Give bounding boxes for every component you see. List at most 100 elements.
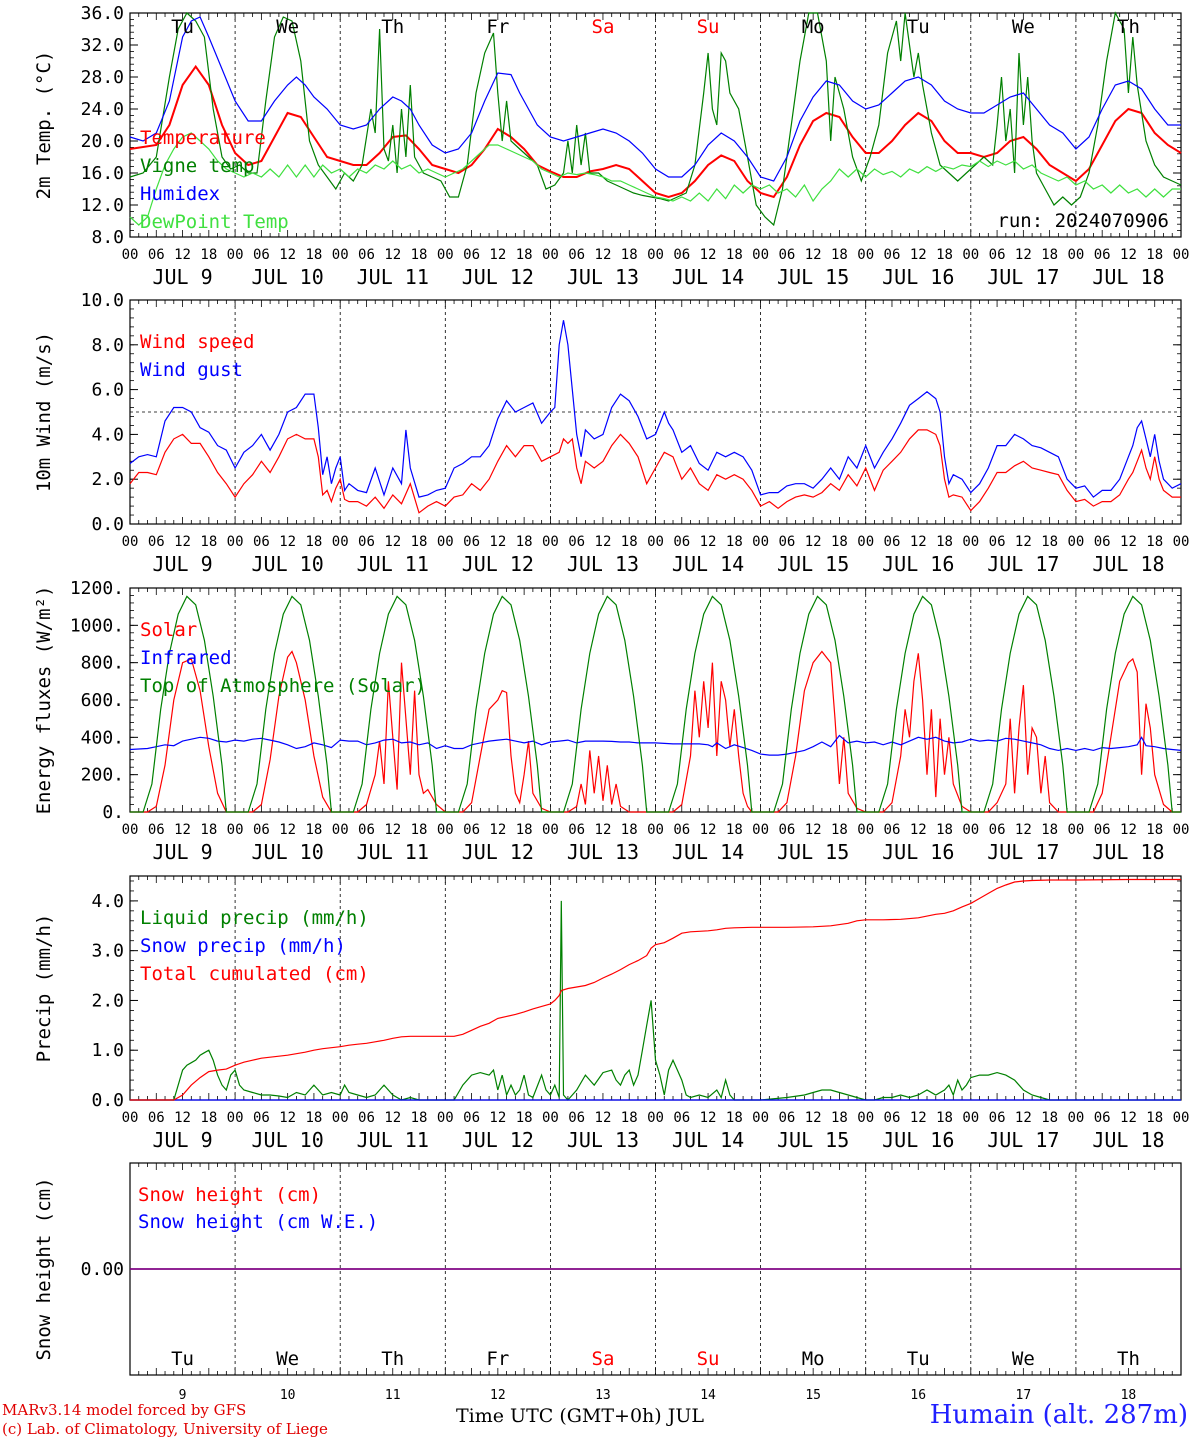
date-label: JUL 11 bbox=[357, 265, 429, 289]
hour-tick-label: 18 bbox=[200, 822, 217, 838]
hour-tick-label: 18 bbox=[936, 534, 953, 550]
hour-tick-label: 06 bbox=[884, 1110, 901, 1126]
day-number-label: 11 bbox=[385, 1388, 401, 1403]
hour-tick-label: 18 bbox=[516, 534, 533, 550]
date-label: JUL 16 bbox=[882, 552, 954, 576]
hour-tick-label: 12 bbox=[174, 534, 191, 550]
hour-tick-label: 12 bbox=[489, 822, 506, 838]
date-label: JUL 17 bbox=[987, 552, 1059, 576]
y-tick-label: 36.0 bbox=[81, 3, 124, 24]
date-label: JUL 10 bbox=[252, 840, 324, 864]
hour-tick-label: 18 bbox=[936, 1110, 953, 1126]
hour-tick-label: 00 bbox=[227, 822, 244, 838]
hour-tick-label: 18 bbox=[305, 1110, 322, 1126]
hour-tick-label: 18 bbox=[621, 534, 638, 550]
hour-tick-label: 18 bbox=[726, 822, 743, 838]
legend-entry: Temperature bbox=[140, 127, 266, 149]
hour-tick-label: 00 bbox=[122, 1110, 139, 1126]
day-number-label: 13 bbox=[595, 1388, 611, 1403]
day-number-label: 12 bbox=[490, 1388, 506, 1403]
date-label: JUL 15 bbox=[777, 265, 849, 289]
hour-tick-label: 06 bbox=[463, 1110, 480, 1126]
hour-tick-label: 06 bbox=[148, 247, 165, 263]
date-label: JUL 16 bbox=[882, 265, 954, 289]
hour-tick-label: 00 bbox=[962, 534, 979, 550]
date-label: JUL 18 bbox=[1092, 265, 1164, 289]
legend-entry: Liquid precip (mm/h) bbox=[140, 907, 369, 929]
hour-tick-label: 00 bbox=[1067, 1110, 1084, 1126]
hour-tick-label: 00 bbox=[752, 822, 769, 838]
legend-entry: Total cumulated (cm) bbox=[140, 963, 369, 985]
day-number-label: 14 bbox=[700, 1388, 716, 1403]
hour-tick-label: 06 bbox=[884, 534, 901, 550]
hour-tick-label: 12 bbox=[489, 247, 506, 263]
hour-tick-label: 12 bbox=[700, 822, 717, 838]
y-tick-label: 8.0 bbox=[91, 335, 124, 356]
hour-tick-label: 12 bbox=[595, 1110, 612, 1126]
hour-tick-label: 06 bbox=[148, 534, 165, 550]
flux-series-top-of-atmosphere-solar bbox=[130, 595, 1181, 813]
hour-tick-label: 12 bbox=[910, 534, 927, 550]
date-label: JUL 9 bbox=[152, 552, 212, 576]
y-tick-label: 32.0 bbox=[81, 35, 124, 56]
date-label: JUL 16 bbox=[882, 840, 954, 864]
precip-series-liquid-precip-mm-h bbox=[130, 900, 1181, 1101]
weekday-label: Tu bbox=[907, 16, 930, 38]
date-label: JUL 11 bbox=[357, 840, 429, 864]
y-tick-label: 20.0 bbox=[81, 131, 124, 152]
hour-tick-label: 18 bbox=[726, 1110, 743, 1126]
day-number-label: 16 bbox=[910, 1388, 926, 1403]
y-axis-label: 2m Temp. (°C) bbox=[33, 51, 55, 200]
hour-tick-label: 06 bbox=[148, 822, 165, 838]
date-label: JUL 14 bbox=[672, 840, 744, 864]
hour-tick-label: 00 bbox=[542, 1110, 559, 1126]
hour-tick-label: 00 bbox=[122, 247, 139, 263]
hour-tick-label: 00 bbox=[1067, 822, 1084, 838]
hour-tick-label: 00 bbox=[542, 822, 559, 838]
y-tick-label: 6.0 bbox=[91, 380, 124, 401]
hour-tick-label: 00 bbox=[962, 1110, 979, 1126]
date-label: JUL 14 bbox=[672, 552, 744, 576]
hour-tick-label: 00 bbox=[437, 822, 454, 838]
date-label: JUL 10 bbox=[252, 1128, 324, 1152]
hour-tick-label: 06 bbox=[568, 247, 585, 263]
hour-tick-label: 00 bbox=[1173, 1110, 1190, 1126]
hour-tick-label: 00 bbox=[122, 534, 139, 550]
date-label: JUL 12 bbox=[462, 552, 534, 576]
y-tick-label: 1000. bbox=[70, 615, 124, 636]
hour-tick-label: 12 bbox=[384, 534, 401, 550]
hour-tick-label: 18 bbox=[831, 822, 848, 838]
hour-tick-label: 12 bbox=[595, 247, 612, 263]
hour-tick-label: 00 bbox=[332, 534, 349, 550]
hour-tick-label: 12 bbox=[910, 822, 927, 838]
hour-tick-label: 00 bbox=[1173, 247, 1190, 263]
hour-tick-label: 06 bbox=[673, 1110, 690, 1126]
hour-tick-label: 18 bbox=[831, 247, 848, 263]
y-axis-label: Snow height (cm) bbox=[33, 1177, 55, 1360]
weekday-label: We bbox=[276, 16, 299, 38]
hour-tick-label: 18 bbox=[516, 247, 533, 263]
hour-tick-label: 00 bbox=[1173, 534, 1190, 550]
hour-tick-label: 12 bbox=[1015, 822, 1032, 838]
hour-tick-label: 00 bbox=[1067, 534, 1084, 550]
hour-tick-label: 06 bbox=[568, 534, 585, 550]
legend-entry: Snow height (cm) bbox=[138, 1184, 321, 1206]
hour-tick-label: 18 bbox=[411, 822, 428, 838]
date-label: JUL 15 bbox=[777, 840, 849, 864]
hour-tick-label: 12 bbox=[1015, 1110, 1032, 1126]
hour-tick-label: 00 bbox=[647, 822, 664, 838]
hour-tick-label: 00 bbox=[332, 247, 349, 263]
y-tick-label: 600. bbox=[81, 690, 124, 711]
hour-tick-label: 06 bbox=[253, 534, 270, 550]
hour-tick-label: 06 bbox=[568, 822, 585, 838]
hour-tick-label: 12 bbox=[700, 1110, 717, 1126]
y-tick-label: 200. bbox=[81, 765, 124, 786]
hour-tick-label: 06 bbox=[463, 534, 480, 550]
hour-tick-label: 06 bbox=[884, 247, 901, 263]
hour-tick-label: 12 bbox=[279, 822, 296, 838]
day-number-label: 15 bbox=[805, 1388, 821, 1403]
hour-tick-label: 18 bbox=[516, 1110, 533, 1126]
date-label: JUL 17 bbox=[987, 840, 1059, 864]
y-tick-label: 2.0 bbox=[91, 990, 124, 1011]
